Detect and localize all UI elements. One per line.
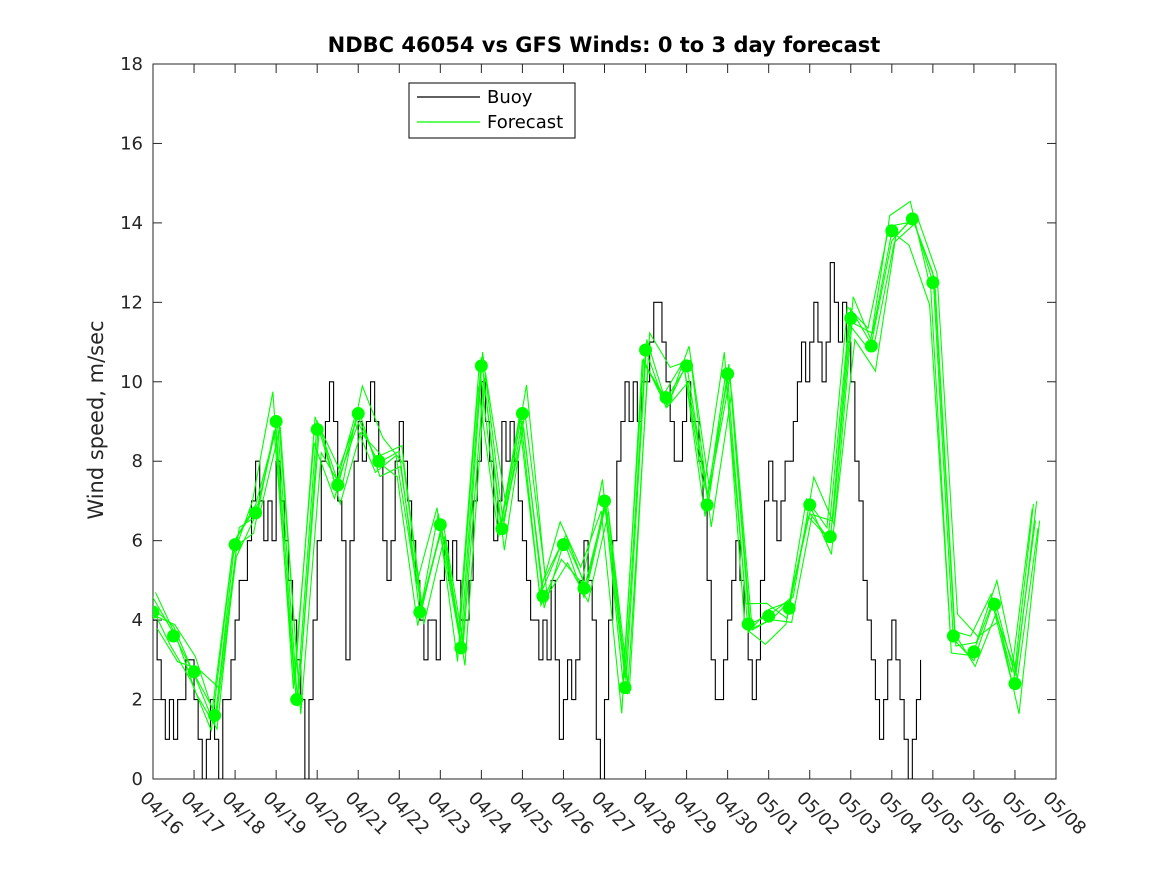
forecast-marker [680,359,694,373]
legend-box [408,82,576,139]
x-tick-label: 04/29 [669,788,721,840]
forecast-marker [454,641,468,655]
x-tick-label: 04/23 [423,788,475,840]
x-tick-label: 04/19 [259,788,311,840]
forecast-marker [762,609,776,623]
forecast-marker [310,422,324,436]
forecast-marker [803,498,817,512]
forecast-marker [556,538,570,552]
series-line-forecast [154,221,1038,721]
x-tick-label: 04/21 [341,788,393,840]
forecast-marker [269,415,283,428]
forecast-marker [433,518,447,532]
x-tick-label: 04/30 [710,788,762,840]
forecast-marker [474,359,488,373]
forecast-marker [905,212,919,226]
y-tick-label: 10 [120,372,143,393]
x-tick-label: 04/17 [177,788,229,840]
legend-label-buoy: Buoy [487,87,533,108]
forecast-marker [536,589,550,603]
forecast-marker [495,522,509,536]
x-tick-label: 05/01 [751,788,803,840]
series-line-forecast [153,228,1033,733]
y-tick-label: 8 [132,451,143,472]
y-tick-label: 2 [132,690,143,711]
forecast-marker [721,367,735,381]
forecast-marker [413,605,427,619]
y-tick-label: 4 [132,610,143,631]
forecast-marker [598,494,611,508]
forecast-marker [1008,677,1022,691]
x-tick-label: 05/06 [956,788,1008,840]
forecast-marker [782,601,796,615]
x-tick-label: 04/27 [587,788,639,840]
x-tick-label: 05/05 [915,788,967,840]
x-tick-label: 04/24 [464,788,516,840]
x-tick-label: 05/08 [1038,788,1090,840]
forecast-marker [741,617,755,631]
plot-area: 0 2 4 6 8 10 12 14 16 18 04/1604/1704/1804/1904/20… [120,54,1090,839]
forecast-marker [208,708,222,722]
forecast-marker [885,224,899,238]
x-tick-label: 04/25 [505,788,557,840]
series-line-forecast [153,217,1037,725]
x-tick-label: 04/18 [218,788,270,840]
forecast-marker [290,693,304,707]
legend-label-forecast: Forecast [487,112,563,133]
forecast-marker [618,681,632,695]
forecast-marker [372,454,386,468]
forecast-marker [577,581,591,595]
forecast-marker [967,645,981,659]
forecast-marker [844,311,858,325]
x-tick-label: 05/07 [997,788,1049,840]
x-tick-label: 04/28 [628,788,680,840]
forecast-marker [700,498,714,512]
forecast-marker [639,343,653,357]
forecast-marker [515,407,529,421]
y-tick-label: 6 [132,531,143,552]
y-tick-label: 0 [132,769,143,790]
x-tick-label: 04/26 [546,788,598,840]
chart-title: NDBC 46054 vs GFS Winds: 0 to 3 day fore… [328,33,881,57]
series-line-forecast [156,213,1041,715]
series-layer [153,200,1041,779]
x-tick-label: 04/20 [300,788,352,840]
forecast-marker [946,629,960,643]
y-tick-label: 18 [120,54,143,75]
forecast-marker [249,506,263,520]
forecast-marker [926,275,940,289]
series-line-buoy [153,262,922,779]
y-tick-label: 16 [120,133,143,154]
x-tick-label: 05/02 [792,788,844,840]
forecast-marker [351,407,365,421]
legend: Buoy Forecast [408,82,576,139]
forecast-marker [187,665,201,679]
x-tick-label: 04/22 [382,788,434,840]
x-tick-label: 05/04 [874,788,926,840]
x-tick-label: 05/03 [833,788,885,840]
forecast-marker [823,530,837,544]
x-tick-label: 04/16 [135,788,187,840]
forecast-marker [331,478,345,492]
forecast-marker [864,339,878,353]
forecast-marker [228,538,242,552]
forecast-marker [659,391,673,405]
y-axis-label: Wind speed, m/sec [84,320,108,519]
forecast-marker [167,629,181,643]
forecast-marker [153,605,160,619]
series-line-forecast [153,200,1034,710]
y-tick-label: 14 [120,213,143,234]
y-tick-label: 12 [120,292,143,313]
forecast-marker [987,597,1001,611]
